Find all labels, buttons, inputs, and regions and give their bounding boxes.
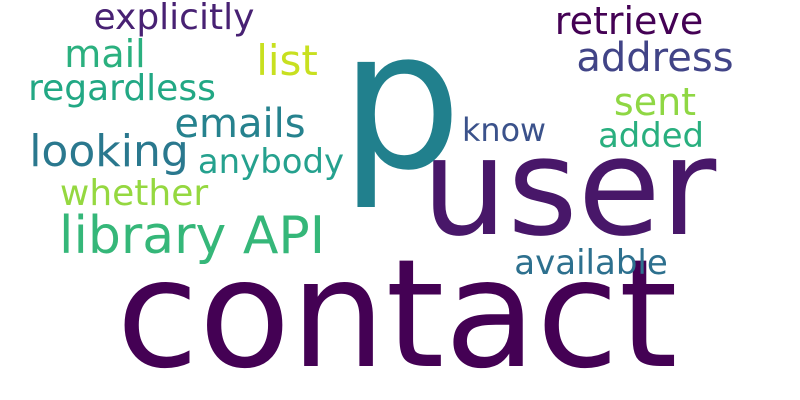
word-library-api: library API [59,206,326,266]
word-contact: contact [116,228,678,400]
word-address: address [576,35,734,81]
word-mail: mail [64,32,146,76]
word-whether: whether [59,173,209,214]
word-regardless: regardless [28,68,216,109]
word-explicitly: explicitly [93,0,255,38]
word-anybody: anybody [197,142,345,181]
word-sent: sent [613,80,697,124]
word-added: added [598,116,704,156]
word-user: user [421,109,717,266]
word-available: available [514,243,668,283]
word-list: list [256,36,318,85]
word-know: know [462,112,547,150]
word-p: p [340,0,462,214]
word-retrieve: retrieve [554,0,704,43]
word-looking: looking [29,126,189,177]
word-emails: emails [174,101,306,147]
